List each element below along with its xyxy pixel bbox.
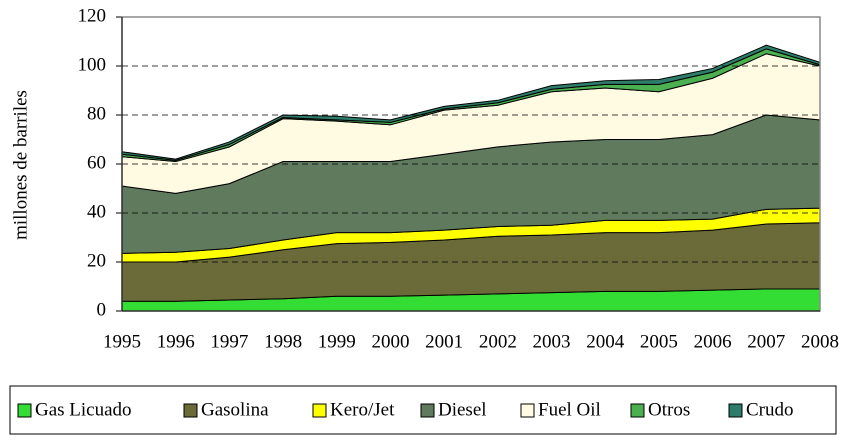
x-tick-label: 2008: [801, 331, 839, 352]
legend-label: Gasolina: [201, 399, 269, 420]
y-tick-label: 40: [87, 201, 106, 222]
x-tick-label: 2002: [479, 331, 517, 352]
y-tick-label: 120: [78, 5, 107, 26]
x-tick-label: 2001: [425, 331, 463, 352]
legend-swatch: [728, 403, 743, 418]
x-tick-label: 1998: [264, 331, 302, 352]
y-tick-label: 0: [97, 299, 107, 320]
y-tick-label: 60: [87, 152, 106, 173]
x-tick-label: 1996: [157, 331, 195, 352]
y-axis-label: millones de barriles: [10, 90, 31, 240]
y-tick-label: 20: [87, 250, 106, 271]
x-tick-label: 1995: [103, 331, 141, 352]
legend-label: Otros: [648, 399, 690, 420]
legend-label: Kero/Jet: [330, 399, 395, 420]
legend-label: Crudo: [746, 399, 794, 420]
x-tick-label: 2007: [747, 331, 785, 352]
legend-swatch: [420, 403, 435, 418]
legend-swatch: [312, 403, 327, 418]
x-tick-label: 2003: [533, 331, 571, 352]
legend-swatch: [520, 403, 535, 418]
legend-swatch: [630, 403, 645, 418]
x-tick-label: 2006: [694, 331, 732, 352]
x-tick-label: 2004: [586, 331, 625, 352]
x-tick-label: 2005: [640, 331, 678, 352]
x-tick-label: 1999: [318, 331, 356, 352]
x-tick-label: 2000: [371, 331, 409, 352]
x-tick-label: 1997: [210, 331, 248, 352]
legend-swatch: [17, 403, 32, 418]
y-tick-label: 100: [78, 54, 107, 75]
y-tick-label: 80: [87, 103, 106, 124]
legend-label: Fuel Oil: [538, 399, 601, 420]
legend-label: Diesel: [438, 399, 487, 420]
legend-swatch: [183, 403, 198, 418]
legend-label: Gas Licuado: [35, 399, 132, 420]
